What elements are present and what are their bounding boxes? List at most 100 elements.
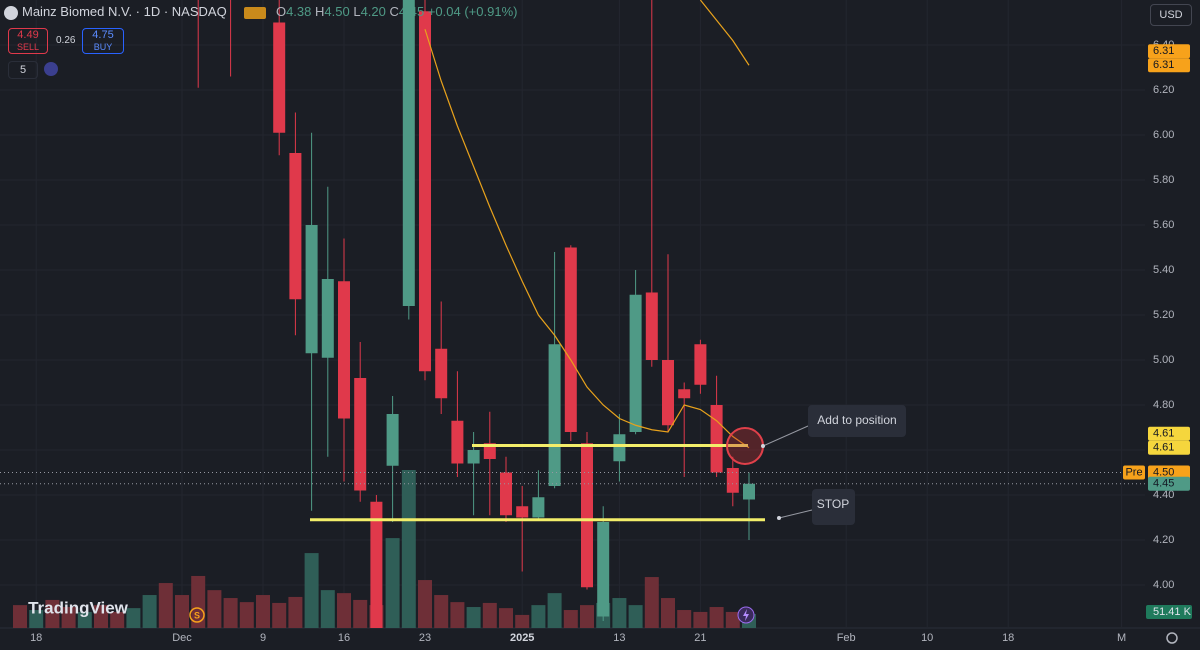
candle-body: [678, 389, 691, 399]
volume-bar: [450, 602, 465, 628]
price-badge: [1148, 58, 1190, 73]
currency: USD: [1159, 9, 1183, 21]
ohlc-key: O: [275, 4, 287, 19]
event-icon-letter: S: [194, 610, 200, 620]
volume-bar: [385, 538, 400, 628]
moving-average-line: [424, 29, 750, 449]
x-tick-label: Dec: [172, 632, 192, 644]
y-tick-label: 6.20: [1153, 84, 1174, 96]
candle-body: [305, 225, 318, 354]
plot-area: [0, 0, 1145, 628]
callout-connector: [778, 509, 813, 519]
volume-bar: [401, 470, 416, 628]
volume-bar: [531, 605, 546, 628]
candle-body: [402, 0, 415, 306]
indicator-icon[interactable]: [44, 62, 58, 76]
candle-body: [321, 279, 334, 358]
x-tick-label: Feb: [837, 632, 856, 644]
volume-bar: [61, 607, 76, 628]
y-tick-label: 4.00: [1153, 579, 1174, 591]
candle-body: [289, 153, 302, 300]
x-tick-label: 13: [613, 632, 625, 644]
volume-bar: [256, 595, 270, 628]
price-badge-label: 6.31: [1153, 59, 1174, 71]
callout-box[interactable]: [808, 405, 906, 437]
candle-body: [662, 360, 674, 426]
candle-body: [451, 420, 464, 464]
event-icon[interactable]: [189, 607, 205, 623]
settings-icon[interactable]: [1166, 632, 1178, 644]
volume-bar: [272, 602, 287, 628]
candle-body: [419, 11, 431, 372]
indicators-toggle[interactable]: 5: [8, 61, 38, 79]
volume-bar: [482, 602, 497, 628]
candle-body: [273, 22, 286, 133]
ohlc-key: L: [353, 4, 361, 19]
volume-bar: [547, 593, 562, 628]
volume-bar: [434, 595, 449, 628]
volume-bar: [612, 598, 627, 628]
callout-text: Add to position: [817, 413, 896, 427]
candle-body: [386, 414, 399, 466]
volume-badge-label: 51.41 K: [1153, 606, 1192, 618]
candle-body: [743, 483, 755, 500]
currency-dropdown[interactable]: USD: [1150, 4, 1192, 26]
logo: [4, 5, 18, 20]
volume-bar: [45, 599, 60, 628]
price-badge-label: 4.50: [1153, 466, 1174, 478]
price-badge: [1148, 426, 1190, 441]
market-status[interactable]: [244, 6, 267, 19]
candle-body: [726, 468, 739, 493]
x-tick-label: 18: [1002, 632, 1014, 644]
volume-bar: [304, 553, 319, 628]
buy-button[interactable]: 4.75 BUY: [82, 28, 124, 54]
x-tick-label: 16: [338, 632, 350, 644]
volume-bar: [661, 598, 675, 628]
x-tick-label: 18: [30, 632, 42, 644]
y-tick-label: 5.60: [1153, 219, 1174, 231]
volume-bar: [142, 595, 157, 628]
y-tick-label: 4.40: [1153, 489, 1174, 501]
volume-bar: [466, 607, 481, 628]
change: +0.04 (+0.91%): [427, 4, 518, 19]
candle-body: [532, 497, 545, 518]
candle-body: [597, 522, 610, 617]
volume-bar: [418, 580, 432, 628]
y-tick-label: 6.00: [1153, 129, 1174, 141]
volume-bar: [223, 598, 238, 628]
candle-body: [710, 405, 723, 473]
candle-body: [338, 281, 350, 419]
buy-price: 4.75: [92, 29, 114, 41]
candle-body: [613, 434, 626, 462]
volume-bar: [709, 607, 724, 628]
candle-body: [629, 294, 642, 432]
callout-box[interactable]: [812, 489, 855, 525]
y-tick-label: 5.40: [1153, 264, 1174, 276]
buy-label: BUY: [93, 42, 113, 52]
candle-body: [645, 292, 658, 360]
candle-body: [435, 348, 448, 399]
callout-anchor: [761, 444, 765, 448]
volume-bar: [353, 599, 368, 628]
volume-bar: [29, 610, 44, 628]
sell-button[interactable]: 4.49 SELL: [8, 28, 48, 54]
price-badge-label: 6.31: [1153, 45, 1174, 57]
candle-body: [467, 450, 480, 464]
symbol-title[interactable]: Mainz Biomed N.V. · 1D · NASDAQ: [22, 4, 227, 19]
price-badge: [1148, 44, 1190, 59]
price-badge-label: 4.61: [1153, 428, 1174, 440]
sell-label: SELL: [16, 42, 40, 52]
header: Mainz Biomed N.V. · 1D · NASDAQ O4.38 H4…: [4, 4, 517, 20]
candle-body: [354, 378, 367, 491]
callout-connector: [762, 425, 809, 447]
volume-bar: [175, 595, 189, 628]
y-tick-label: 4.80: [1153, 399, 1174, 411]
y-tick-label: 5.20: [1153, 309, 1174, 321]
volume-bar: [628, 605, 643, 628]
volume-bar: [677, 610, 692, 628]
volume-bar: [288, 596, 303, 628]
moving-average-line: [699, 0, 750, 66]
candle-body: [370, 501, 383, 628]
